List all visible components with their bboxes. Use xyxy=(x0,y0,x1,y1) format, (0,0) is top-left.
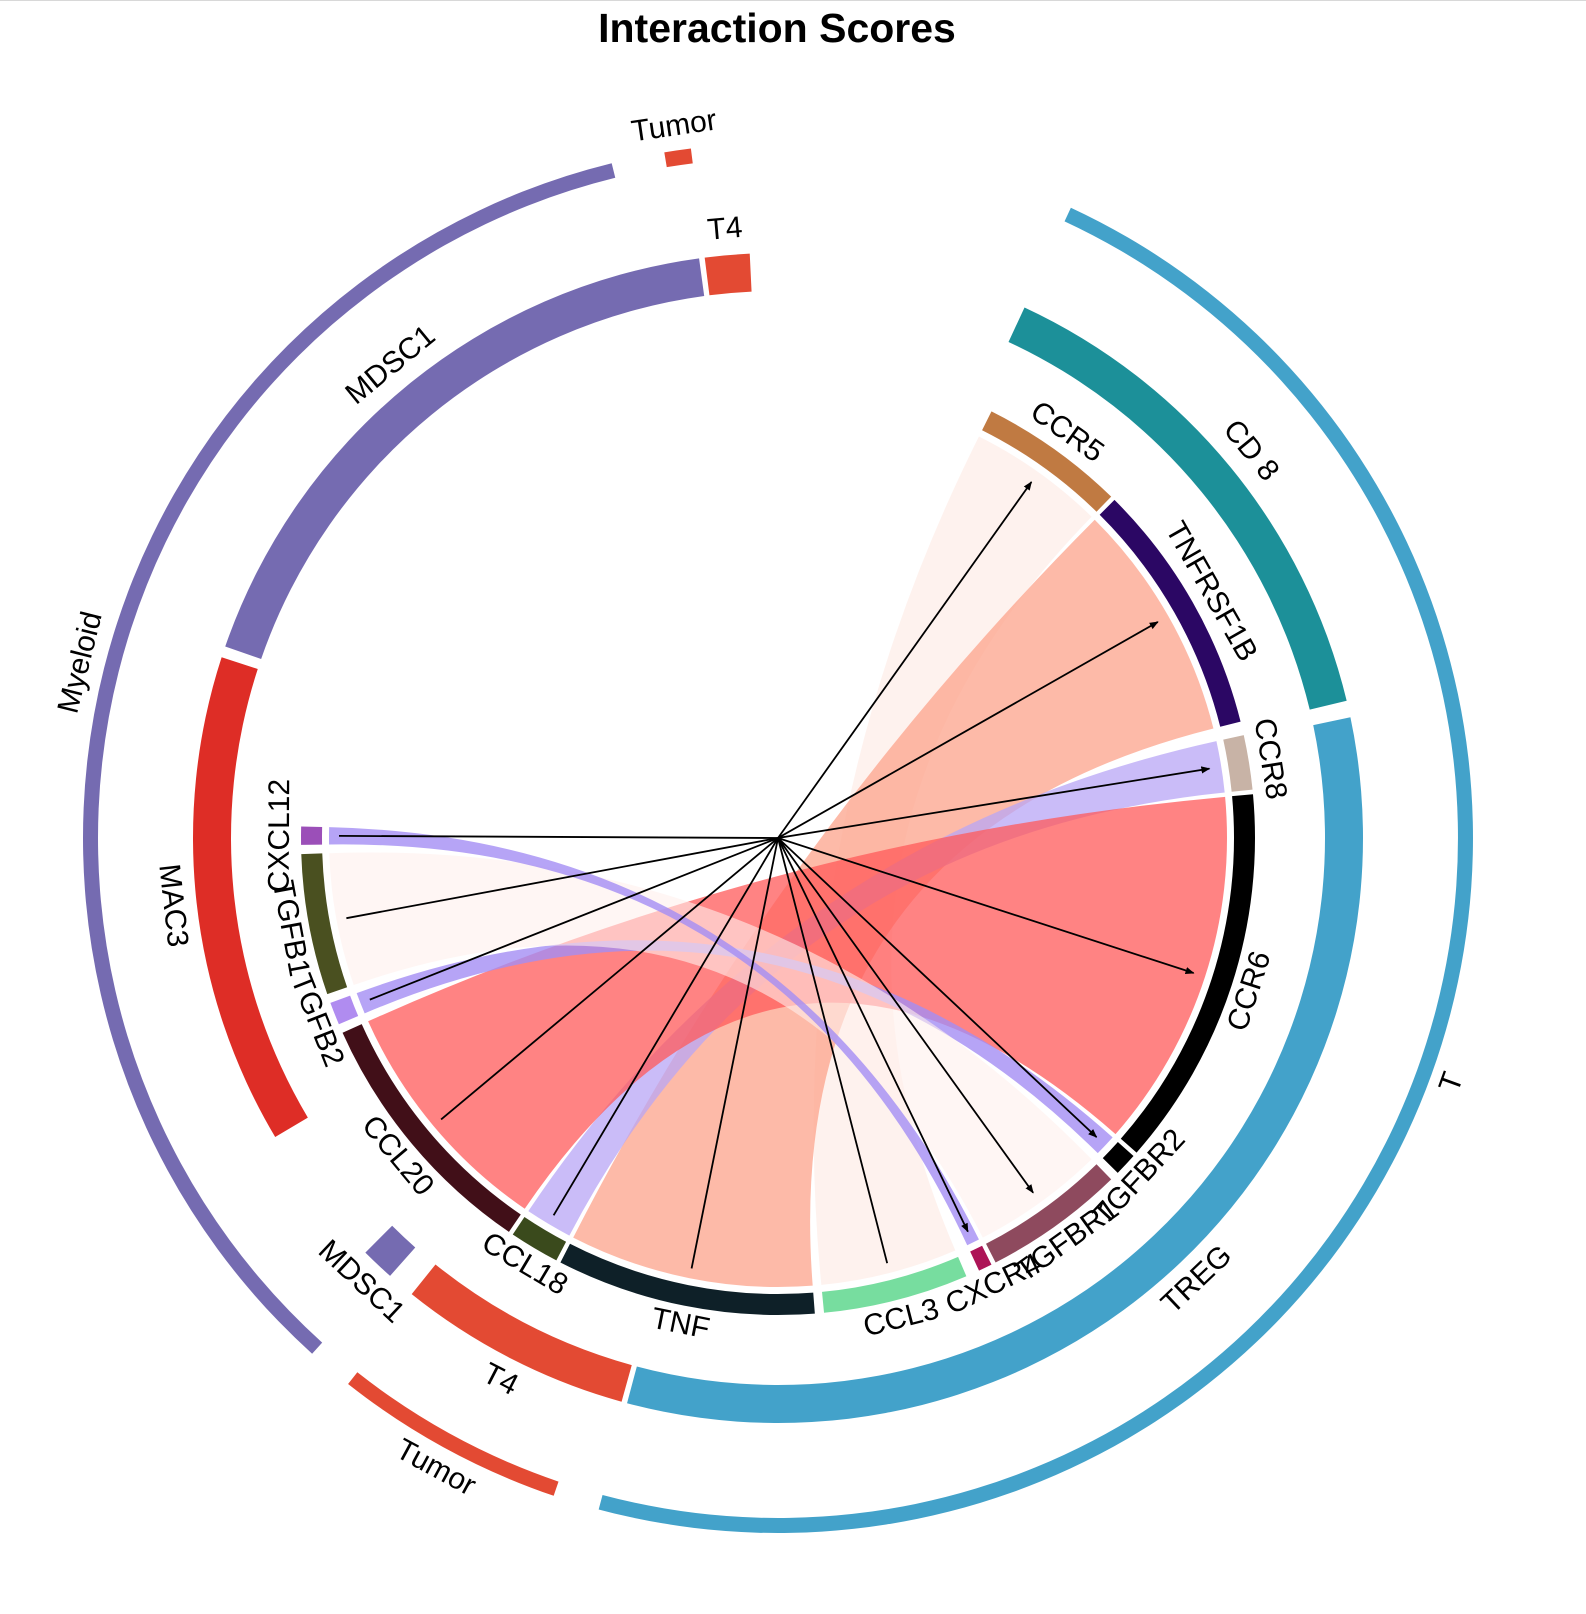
gene-arc-ccr6-3 xyxy=(1120,794,1255,1153)
track-arcs xyxy=(82,148,1473,1533)
gene-arc-tgfb2-11 xyxy=(330,995,359,1025)
chart-title: Interaction Scores xyxy=(598,5,956,51)
link-tgfb1-tgfbr1 xyxy=(329,852,1092,1238)
link-arrows xyxy=(339,481,1211,1269)
cell-type-arc-t4-6 xyxy=(704,253,752,296)
group-arc-tumor-3 xyxy=(664,148,693,168)
gene-arc-ccl18-9 xyxy=(512,1217,567,1261)
gene-arc-tgfbr1-5 xyxy=(986,1164,1112,1263)
arrow-cxcl12-to-cxcr4 xyxy=(339,834,969,1233)
chord-links xyxy=(329,436,1228,1288)
cell-type-arc-treg-1 xyxy=(627,717,1363,1424)
cell-type-arc-cd-8-0 xyxy=(1008,307,1347,710)
gene-label-ccr8-2: CCR8 xyxy=(1247,716,1293,802)
gene-arc-cxcl12-13 xyxy=(301,826,323,845)
group-arc-tumor-1 xyxy=(348,1372,559,1496)
gene-label-cxcl12-13: CXCL12 xyxy=(263,779,297,893)
group-label-tumor-1: Tumor xyxy=(390,1433,481,1503)
gene-arc-ccl20-10 xyxy=(342,1024,521,1232)
gene-arc-tgfbr2-4 xyxy=(1102,1142,1134,1173)
group-label-tumor-3: Tumor xyxy=(629,103,718,148)
gene-arc-tnf-8 xyxy=(560,1243,815,1315)
gene-arc-cxcr4-6 xyxy=(970,1245,992,1271)
gene-arc-tgfb1-12 xyxy=(301,853,348,995)
gene-arc-ccr8-2 xyxy=(1223,735,1253,792)
cell-type-arc-mdsc1-5 xyxy=(225,258,705,659)
gene-arc-ccr5-0 xyxy=(982,411,1112,512)
cell-type-arc-mdsc1-3 xyxy=(365,1225,416,1276)
cell-type-label-t4-6: T4 xyxy=(706,211,744,247)
link-ccl18-ccr8 xyxy=(528,741,1225,1236)
cell-type-arc-mac3-4 xyxy=(192,657,308,1138)
cell-type-label-t4-2: T4 xyxy=(477,1357,523,1402)
cell-type-arc-t4-2 xyxy=(411,1264,632,1402)
cell-type-label-mac3-4: MAC3 xyxy=(152,862,194,949)
top-border-line xyxy=(0,0,1586,1)
gene-arc-ccl3-7 xyxy=(822,1256,967,1313)
gene-arc-tnfrsf1b-1 xyxy=(1099,499,1241,727)
group-label-t-0: T xyxy=(1433,1068,1470,1096)
